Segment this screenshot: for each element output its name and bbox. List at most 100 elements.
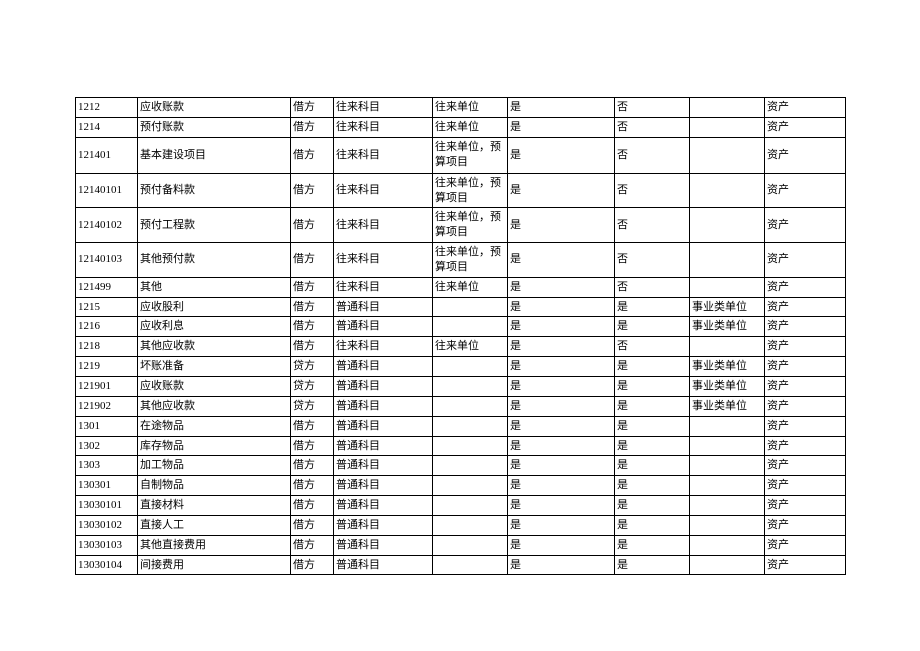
table-cell: 资产	[765, 357, 846, 377]
table-cell: 121902	[76, 396, 138, 416]
table-cell: 1214	[76, 117, 138, 137]
table-cell: 资产	[765, 117, 846, 137]
table-cell: 13030101	[76, 496, 138, 516]
table-cell: 事业类单位	[690, 317, 765, 337]
table-cell: 往来科目	[334, 137, 433, 173]
table-cell: 其他应收款	[138, 396, 291, 416]
table-cell: 其他预付款	[138, 243, 291, 278]
table-row: 1218其他应收款借方往来科目往来单位是否资产	[76, 337, 846, 357]
table-cell: 12140102	[76, 208, 138, 243]
table-cell: 是	[508, 98, 615, 118]
table-cell: 借方	[291, 515, 334, 535]
table-cell: 是	[508, 555, 615, 575]
table-cell: 是	[615, 456, 690, 476]
table-cell: 往来科目	[334, 208, 433, 243]
table-cell	[690, 173, 765, 208]
table-cell: 借方	[291, 456, 334, 476]
table-cell: 是	[508, 117, 615, 137]
table-cell: 事业类单位	[690, 376, 765, 396]
table-cell: 借方	[291, 137, 334, 173]
table-cell: 否	[615, 277, 690, 297]
table-cell: 事业类单位	[690, 297, 765, 317]
table-cell	[433, 357, 508, 377]
table-cell: 是	[508, 337, 615, 357]
table-cell: 资产	[765, 376, 846, 396]
table-row: 1212应收账款借方往来科目往来单位是否资产	[76, 98, 846, 118]
table-cell: 往来科目	[334, 243, 433, 278]
table-cell: 资产	[765, 317, 846, 337]
table-cell: 121901	[76, 376, 138, 396]
table-cell: 是	[508, 376, 615, 396]
table-row: 121499其他借方往来科目往来单位是否资产	[76, 277, 846, 297]
table-cell: 是	[508, 515, 615, 535]
table-cell: 121401	[76, 137, 138, 173]
table-cell	[690, 555, 765, 575]
table-cell: 普通科目	[334, 476, 433, 496]
table-cell: 往来科目	[334, 117, 433, 137]
table-cell: 往来单位，预算项目	[433, 137, 508, 173]
table-cell: 往来单位	[433, 277, 508, 297]
table-cell: 是	[615, 317, 690, 337]
table-row: 1215应收股利借方普通科目是是事业类单位资产	[76, 297, 846, 317]
table-cell: 是	[615, 376, 690, 396]
table-cell	[690, 117, 765, 137]
table-row: 12140102预付工程款借方往来科目往来单位，预算项目是否资产	[76, 208, 846, 243]
table-cell	[690, 337, 765, 357]
table-cell: 资产	[765, 297, 846, 317]
table-cell	[433, 535, 508, 555]
table-cell: 否	[615, 98, 690, 118]
table-cell: 121499	[76, 277, 138, 297]
table-cell: 借方	[291, 98, 334, 118]
table-cell: 普通科目	[334, 496, 433, 516]
table-row: 1214预付账款借方往来科目往来单位是否资产	[76, 117, 846, 137]
table-cell: 资产	[765, 208, 846, 243]
table-cell	[690, 436, 765, 456]
table-cell: 12140101	[76, 173, 138, 208]
table-row: 1303加工物品借方普通科目是是资产	[76, 456, 846, 476]
accounts-table: 1212应收账款借方往来科目往来单位是否资产1214预付账款借方往来科目往来单位…	[75, 97, 846, 575]
table-cell	[433, 317, 508, 337]
table-cell: 普通科目	[334, 515, 433, 535]
table-cell: 普通科目	[334, 297, 433, 317]
table-cell: 是	[508, 137, 615, 173]
table-cell: 否	[615, 173, 690, 208]
table-cell: 应收账款	[138, 376, 291, 396]
table-cell: 贷方	[291, 396, 334, 416]
table-cell: 其他直接费用	[138, 535, 291, 555]
table-cell: 借方	[291, 337, 334, 357]
table-cell: 是	[508, 416, 615, 436]
table-cell	[690, 476, 765, 496]
table-cell: 是	[508, 243, 615, 278]
table-cell: 1212	[76, 98, 138, 118]
table-row: 121901应收账款贷方普通科目是是事业类单位资产	[76, 376, 846, 396]
table-cell: 借方	[291, 535, 334, 555]
table-cell: 往来单位，预算项目	[433, 243, 508, 278]
table-cell: 往来科目	[334, 173, 433, 208]
table-cell: 是	[615, 297, 690, 317]
table-cell: 自制物品	[138, 476, 291, 496]
table-cell: 资产	[765, 137, 846, 173]
table-cell: 否	[615, 208, 690, 243]
table-cell: 是	[615, 535, 690, 555]
table-cell: 资产	[765, 476, 846, 496]
table-cell: 其他	[138, 277, 291, 297]
table-cell: 是	[508, 317, 615, 337]
table-cell	[433, 456, 508, 476]
table-cell: 普通科目	[334, 317, 433, 337]
table-cell: 否	[615, 137, 690, 173]
table-cell: 坏账准备	[138, 357, 291, 377]
table-cell	[690, 277, 765, 297]
table-row: 1301在途物品借方普通科目是是资产	[76, 416, 846, 436]
table-cell	[433, 416, 508, 436]
table-cell	[433, 496, 508, 516]
table-cell: 是	[508, 357, 615, 377]
table-row: 13030102直接人工借方普通科目是是资产	[76, 515, 846, 535]
table-cell: 1218	[76, 337, 138, 357]
table-cell: 是	[615, 515, 690, 535]
table-cell: 是	[508, 277, 615, 297]
table-row: 12140101预付备料款借方往来科目往来单位，预算项目是否资产	[76, 173, 846, 208]
table-cell: 应收账款	[138, 98, 291, 118]
table-cell	[690, 416, 765, 436]
table-cell	[433, 376, 508, 396]
table-cell: 借方	[291, 243, 334, 278]
